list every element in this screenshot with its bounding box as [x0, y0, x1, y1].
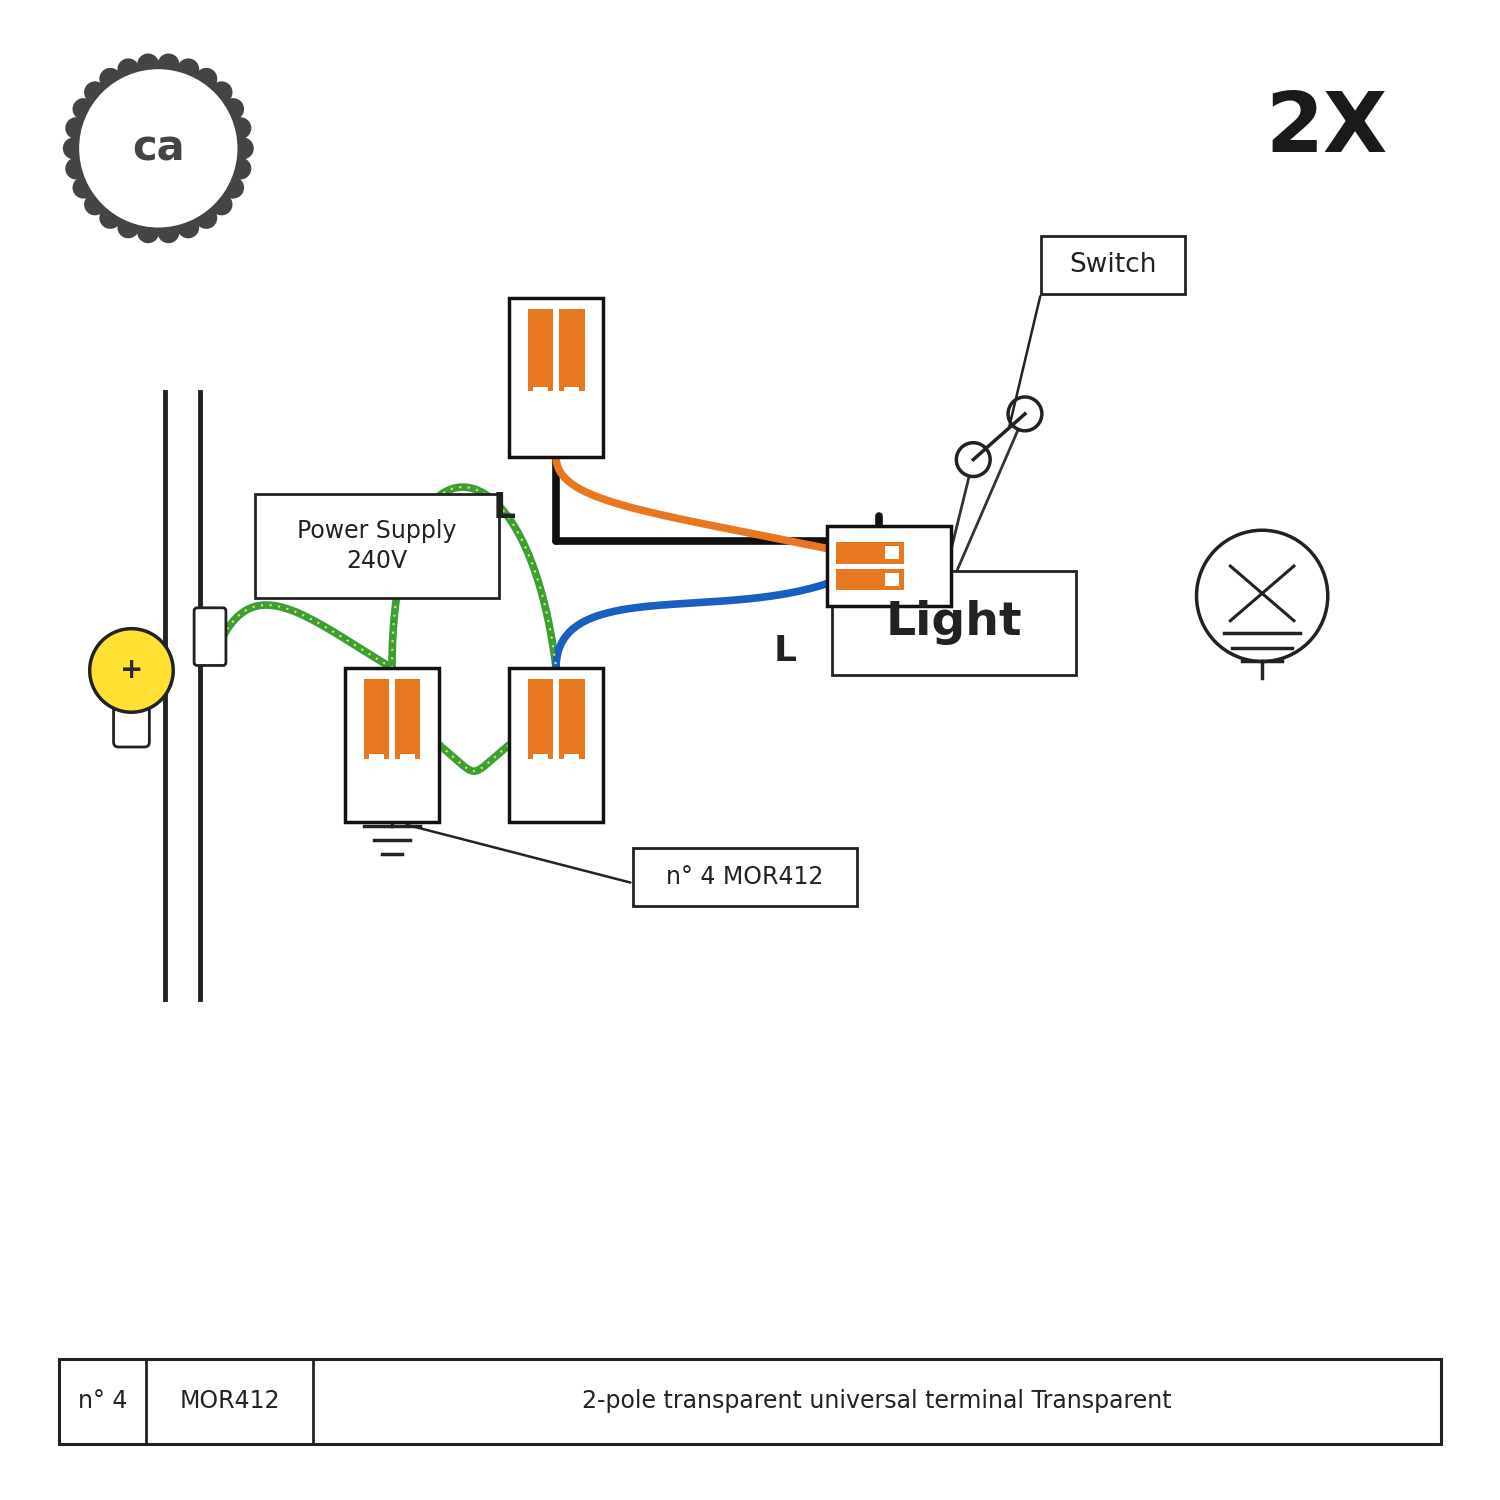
- Circle shape: [232, 138, 254, 159]
- Circle shape: [1008, 398, 1042, 430]
- Text: ca: ca: [132, 128, 184, 170]
- Circle shape: [84, 194, 106, 216]
- FancyBboxPatch shape: [532, 387, 548, 400]
- FancyBboxPatch shape: [509, 297, 603, 456]
- FancyBboxPatch shape: [560, 678, 585, 759]
- Text: n° 4: n° 4: [78, 1389, 128, 1413]
- FancyBboxPatch shape: [114, 686, 150, 747]
- Circle shape: [99, 207, 122, 230]
- FancyBboxPatch shape: [564, 387, 579, 400]
- FancyBboxPatch shape: [827, 526, 951, 606]
- FancyBboxPatch shape: [564, 754, 579, 768]
- Circle shape: [195, 207, 217, 230]
- Circle shape: [230, 158, 252, 180]
- Circle shape: [177, 216, 200, 238]
- Circle shape: [84, 81, 106, 104]
- Circle shape: [72, 98, 94, 120]
- Circle shape: [99, 68, 122, 90]
- Circle shape: [136, 222, 159, 243]
- Circle shape: [210, 81, 232, 104]
- Circle shape: [63, 138, 84, 159]
- Circle shape: [158, 222, 180, 243]
- FancyBboxPatch shape: [885, 573, 898, 585]
- FancyBboxPatch shape: [528, 309, 554, 392]
- FancyBboxPatch shape: [885, 546, 898, 560]
- FancyBboxPatch shape: [836, 542, 904, 564]
- Circle shape: [158, 54, 180, 75]
- Circle shape: [90, 628, 172, 712]
- Circle shape: [222, 98, 245, 120]
- Circle shape: [66, 158, 87, 180]
- Circle shape: [78, 68, 239, 230]
- FancyBboxPatch shape: [1041, 236, 1185, 294]
- Circle shape: [1197, 530, 1328, 662]
- FancyBboxPatch shape: [560, 309, 585, 392]
- Text: L: L: [774, 633, 796, 668]
- Text: 2X: 2X: [1266, 88, 1388, 170]
- Text: Switch: Switch: [1070, 252, 1156, 278]
- Circle shape: [230, 117, 252, 140]
- FancyBboxPatch shape: [833, 570, 1076, 675]
- FancyBboxPatch shape: [345, 668, 439, 822]
- FancyBboxPatch shape: [836, 568, 904, 590]
- Circle shape: [72, 177, 94, 198]
- Text: n° 4 MOR412: n° 4 MOR412: [666, 865, 824, 889]
- Text: +: +: [120, 657, 142, 684]
- FancyBboxPatch shape: [369, 754, 384, 768]
- Circle shape: [117, 58, 140, 81]
- Text: L: L: [494, 492, 516, 525]
- Text: 2-pole transparent universal terminal Transparent: 2-pole transparent universal terminal Tr…: [582, 1389, 1172, 1413]
- FancyBboxPatch shape: [394, 678, 420, 759]
- FancyBboxPatch shape: [194, 608, 226, 666]
- FancyBboxPatch shape: [509, 668, 603, 822]
- Text: MOR412: MOR412: [180, 1389, 280, 1413]
- FancyBboxPatch shape: [363, 678, 388, 759]
- Circle shape: [957, 442, 990, 477]
- FancyBboxPatch shape: [528, 678, 554, 759]
- FancyBboxPatch shape: [58, 1359, 1442, 1443]
- Circle shape: [210, 194, 232, 216]
- Text: Power Supply
240V: Power Supply 240V: [297, 519, 458, 573]
- Circle shape: [195, 68, 217, 90]
- Circle shape: [222, 177, 245, 198]
- Circle shape: [177, 58, 200, 81]
- Text: Light: Light: [885, 600, 1022, 645]
- Circle shape: [117, 216, 140, 238]
- FancyBboxPatch shape: [255, 494, 500, 598]
- FancyBboxPatch shape: [532, 754, 548, 768]
- Circle shape: [136, 54, 159, 75]
- FancyBboxPatch shape: [400, 754, 416, 768]
- Circle shape: [66, 117, 87, 140]
- FancyBboxPatch shape: [633, 849, 856, 906]
